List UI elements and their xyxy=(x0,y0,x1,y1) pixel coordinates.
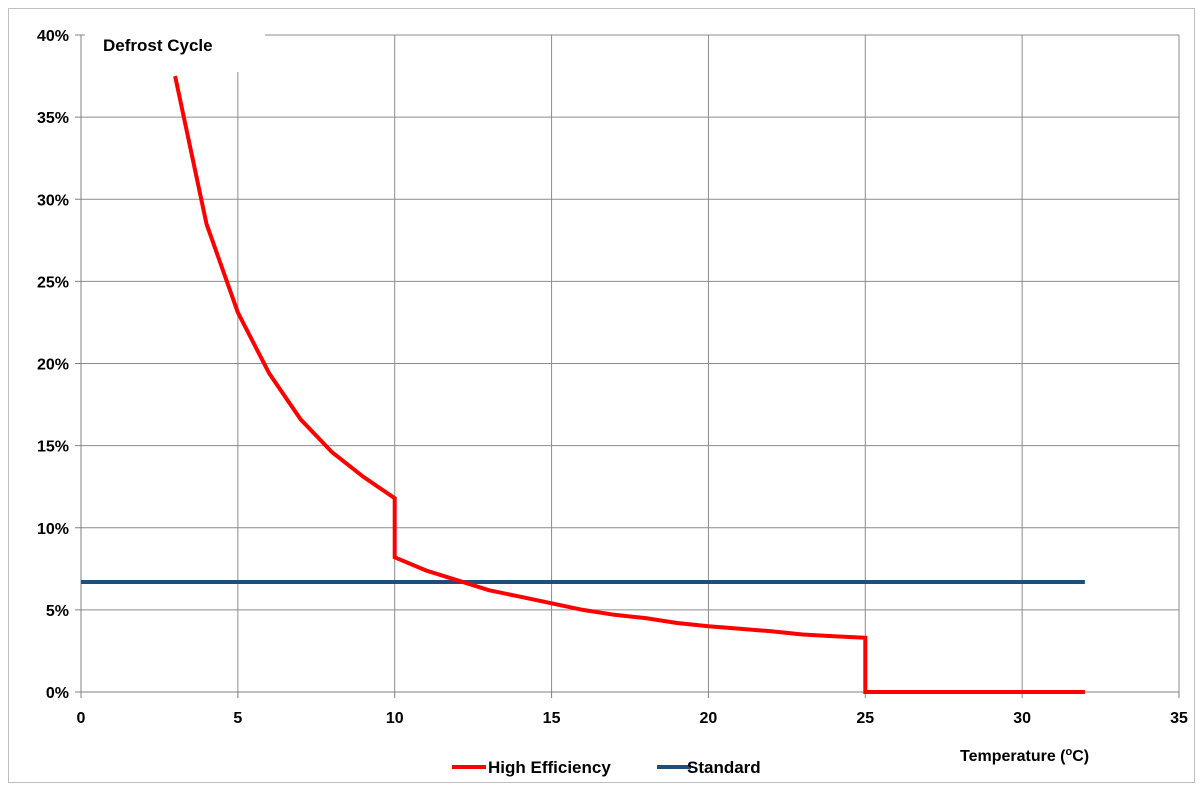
y-tick-label: 20% xyxy=(37,357,69,374)
y-tick-label: 15% xyxy=(37,439,69,456)
legend-label: High Efficiency xyxy=(488,758,611,777)
y-tick-label: 40% xyxy=(37,28,69,45)
x-tick-label: 35 xyxy=(1170,710,1188,727)
legend: High Efficiency Standard xyxy=(452,758,761,777)
x-tick-label: 30 xyxy=(1013,710,1031,727)
y-axis-ticks: 0% 5% 10% 15% 20% 25% 30% 35% 40% xyxy=(37,28,81,702)
x-tick-label: 15 xyxy=(543,710,561,727)
y-tick-label: 5% xyxy=(46,603,69,620)
x-tick-label: 25 xyxy=(856,710,874,727)
chart-frame xyxy=(8,8,1195,783)
title-background xyxy=(85,28,265,72)
series-lines xyxy=(81,75,1085,694)
y-tick-label: 30% xyxy=(37,192,69,209)
x-axis-label-tail: C) xyxy=(1072,748,1089,765)
x-axis-ticks: 0 5 10 15 20 25 30 35 xyxy=(77,692,1188,727)
x-tick-label: 5 xyxy=(233,710,242,727)
y-tick-label: 10% xyxy=(37,521,69,538)
x-tick-label: 20 xyxy=(700,710,718,727)
x-axis-label-superscript: o xyxy=(1066,746,1073,758)
legend-label: Standard xyxy=(687,758,761,777)
chart-title: Defrost Cycle xyxy=(103,36,213,55)
y-tick-label: 0% xyxy=(46,685,69,702)
grid-lines xyxy=(80,34,1180,693)
x-axis-label-main: Temperature ( xyxy=(960,748,1066,765)
y-tick-label: 35% xyxy=(37,110,69,127)
y-tick-label: 25% xyxy=(37,274,69,291)
x-tick-label: 0 xyxy=(77,710,86,727)
x-tick-label: 10 xyxy=(386,710,404,727)
x-axis-label: Temperature (oC) xyxy=(960,746,1089,765)
series-line-high-efficiency xyxy=(173,75,1085,694)
